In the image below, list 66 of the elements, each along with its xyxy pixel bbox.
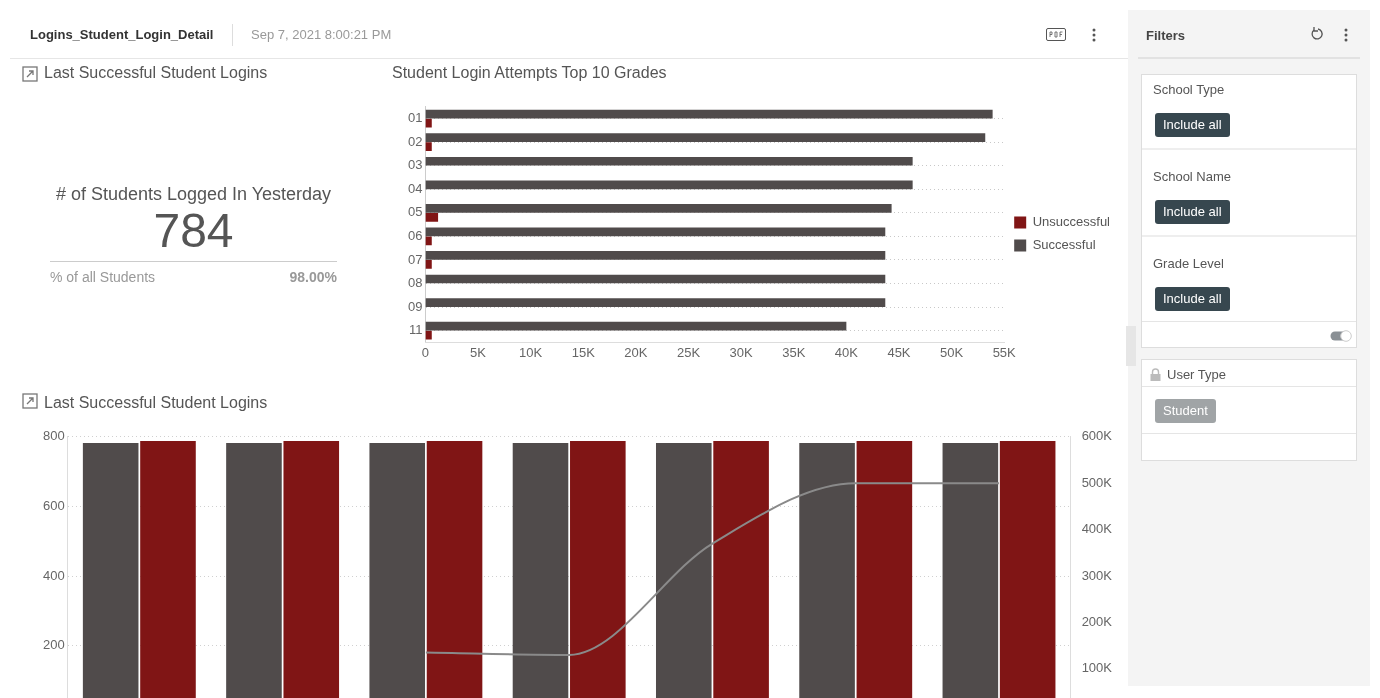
x-tick-label: 35K — [782, 344, 806, 360]
x-tick-label: 55K — [992, 344, 1017, 360]
y-tick-label: 800 — [42, 428, 65, 444]
bar — [425, 204, 892, 213]
y-tick-label: 600 — [42, 497, 65, 513]
text: Include all — [1163, 117, 1222, 132]
bar — [425, 274, 886, 284]
bar — [425, 156, 913, 166]
x-tick-label: 25K — [676, 344, 701, 360]
y-tick-label: 02 — [407, 133, 423, 149]
text: School Type — [1153, 82, 1225, 97]
bar — [425, 142, 432, 151]
y2-tick-label: 200K — [1081, 613, 1113, 629]
bar — [425, 109, 993, 119]
text: Logins_Student_Login_Detail — [30, 27, 214, 42]
text: School Name — [1153, 169, 1232, 184]
y-tick-label: 01 — [407, 110, 423, 126]
bar — [425, 212, 439, 222]
text: Student — [1163, 403, 1208, 418]
y-tick-label: 06 — [407, 227, 423, 243]
y-tick-label: 200 — [42, 637, 65, 653]
y2-tick-label: 100K — [1081, 660, 1113, 676]
x-tick-label: 30K — [729, 344, 754, 360]
x-tick-label: 10K — [519, 344, 543, 360]
y-tick-label: 09 — [407, 298, 423, 314]
y2-tick-label: 500K — [1081, 474, 1113, 490]
text: User Type — [1167, 367, 1227, 382]
text: # of Students Logged In Yesterday — [54, 184, 333, 205]
y-tick-label: 07 — [407, 251, 423, 267]
x-tick-label: 0 — [421, 344, 430, 360]
bar — [425, 227, 886, 237]
line-series — [424, 482, 1000, 656]
text: Include all — [1163, 291, 1222, 306]
y-tick-label: 400 — [42, 567, 65, 583]
bar — [425, 298, 886, 307]
text: Grade Level — [1153, 256, 1224, 271]
y-tick-label: 08 — [407, 275, 423, 291]
legend-label: Unsuccessful — [1032, 214, 1111, 230]
x-tick-label: 50K — [940, 344, 964, 360]
text: Include all — [1163, 204, 1222, 219]
text: 784 — [152, 204, 235, 258]
text: 98.00% — [289, 269, 337, 285]
text: Last Successful Student Logins — [44, 64, 268, 82]
y-tick-label: 03 — [407, 157, 423, 173]
text: Sep 7, 2021 8:00:21 PM — [251, 27, 392, 42]
chart-title: Student Login Attempts Top 10 Grades — [392, 64, 667, 82]
chart-title: Last Successful Student Logins — [44, 394, 268, 412]
text: Filters — [1146, 28, 1186, 43]
y-tick-label: 04 — [407, 180, 423, 196]
y2-tick-label: 400K — [1081, 521, 1113, 537]
y-tick-label: 11 — [408, 322, 423, 338]
x-tick-label: 20K — [624, 344, 648, 360]
bar — [425, 260, 432, 269]
y2-tick-label: 600K — [1081, 428, 1113, 444]
text: % of all Students — [50, 269, 156, 285]
y-tick-label: 05 — [407, 204, 423, 220]
y2-tick-label: 300K — [1081, 567, 1113, 583]
x-tick-label: 45K — [887, 344, 911, 360]
bar — [425, 180, 913, 190]
x-tick-label: 40K — [834, 344, 859, 360]
bar — [425, 321, 847, 331]
x-tick-label: 5K — [470, 344, 487, 360]
legend-label: Successful — [1032, 237, 1096, 253]
bar — [425, 133, 986, 143]
bar — [425, 251, 886, 260]
x-tick-label: 15K — [571, 344, 596, 360]
